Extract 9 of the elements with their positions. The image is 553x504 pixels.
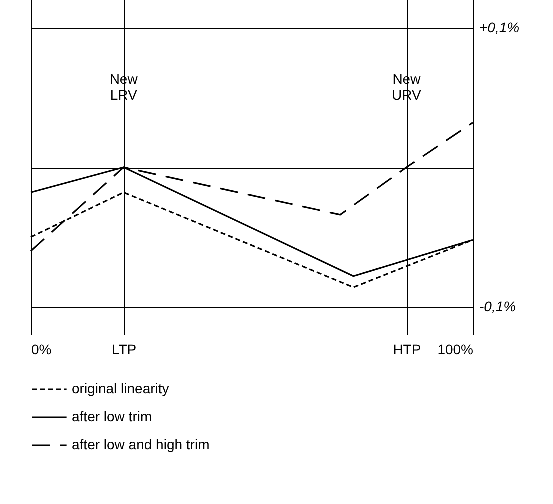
y-tick-label: -0,1% <box>480 298 516 315</box>
x-tick-label: LTP <box>112 342 137 358</box>
x-tick-label: 0% <box>32 342 52 358</box>
y-tick-label: +0,1% <box>480 19 520 36</box>
legend-label: after low and high trim <box>72 436 210 452</box>
x-tick-label: 100% <box>438 342 474 358</box>
legend-label: original linearity <box>72 380 170 396</box>
x-tick-label: HTP <box>393 342 422 358</box>
legend-label: after low trim <box>72 408 152 424</box>
